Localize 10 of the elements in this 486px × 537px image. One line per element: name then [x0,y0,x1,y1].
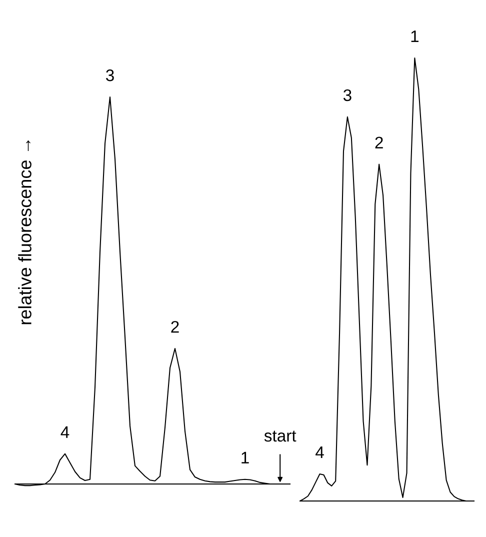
annotation: 4 [60,426,70,438]
y-axis-title: relative fluorescence → [18,140,32,324]
annotation: 4 [316,446,324,458]
text: 1 [411,30,419,42]
annotation: 2 [171,320,179,333]
annotation: 1 [242,452,249,464]
annotation: 3 [343,89,352,102]
text: 3 [106,69,114,82]
annotation: 2 [375,136,383,148]
annotation: start [264,430,296,442]
